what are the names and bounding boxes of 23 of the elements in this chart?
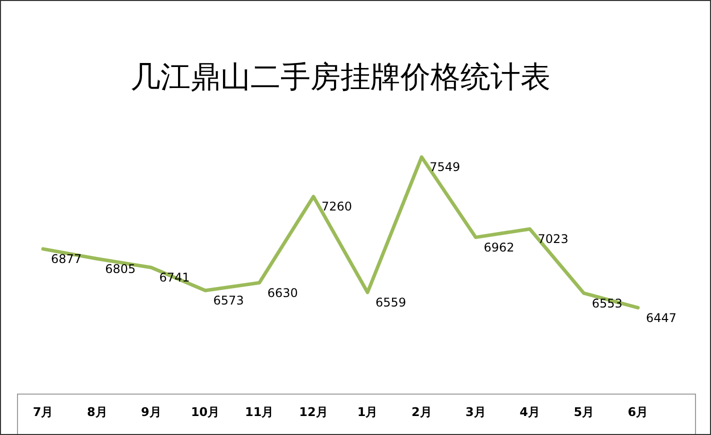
data-label: 6630: [267, 286, 298, 300]
data-label: 6805: [105, 262, 136, 276]
x-tick-label: 3月: [466, 404, 486, 419]
x-tick-label: 9月: [141, 404, 162, 419]
x-tick-label: 6月: [628, 404, 648, 419]
x-tick-label: 10月: [190, 404, 220, 419]
data-label: 6962: [484, 240, 514, 254]
x-tick-label: 12月: [299, 404, 328, 419]
chart-title: 几江鼎山二手房挂牌价格统计表: [130, 60, 550, 95]
data-label: 6559: [376, 296, 406, 310]
data-label: 6877: [51, 252, 82, 266]
x-tick-label: 5月: [574, 404, 594, 419]
data-label: 7260: [321, 200, 352, 214]
data-label: 6553: [592, 296, 622, 310]
data-label: 6447: [646, 310, 677, 325]
x-tick-label: 8月: [86, 404, 108, 419]
x-tick-label: 1月: [357, 404, 378, 419]
data-label: 7549: [430, 160, 460, 174]
x-tick-label: 7月: [32, 404, 54, 419]
x-tick-label: 11月: [245, 404, 274, 419]
x-tick-label: 2月: [411, 404, 432, 419]
x-tick-label: 4月: [520, 404, 540, 419]
data-label: 6573: [213, 294, 244, 308]
